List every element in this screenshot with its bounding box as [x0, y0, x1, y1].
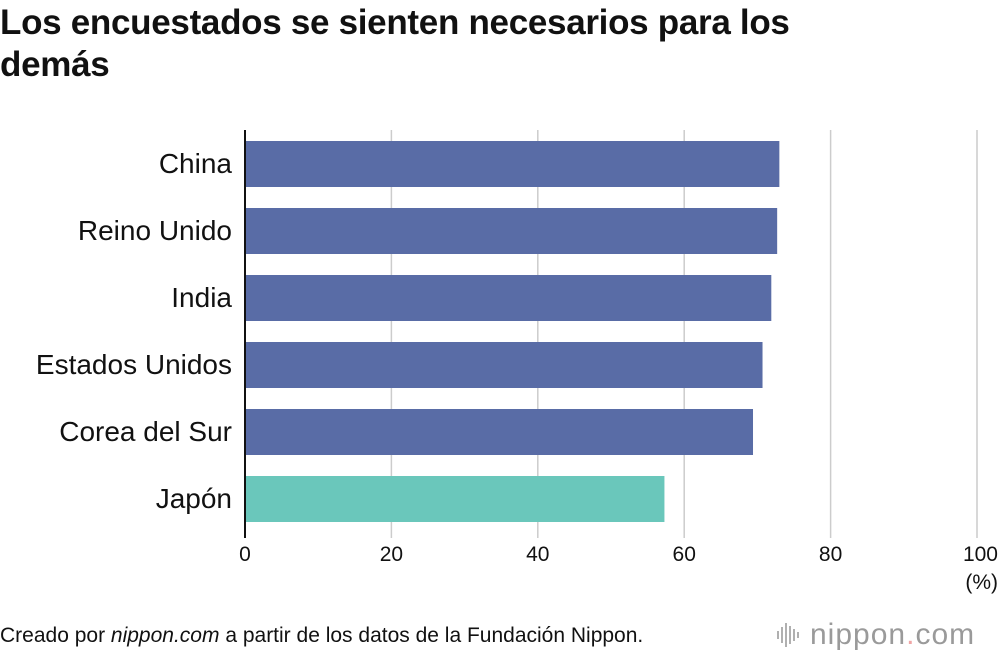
nippon-logo: nippon.com: [776, 618, 975, 652]
x-tick-label: 80: [819, 543, 842, 566]
logo-wordmark: nippon.com: [810, 618, 975, 652]
bar-china: [245, 141, 780, 187]
chart-title: Los encuestados se sienten necesarios pa…: [0, 3, 790, 84]
category-labels: China Reino Unido India Estados Unidos Corea…: [36, 148, 233, 514]
bar-estados-unidos: [245, 342, 763, 388]
category-label-corea-del-sur: Corea del Sur: [59, 416, 232, 447]
source-suffix: a partir de los datos de la Fundación Ni…: [219, 624, 644, 647]
bar-japon: [245, 476, 665, 522]
logo-name: nippon: [810, 618, 907, 651]
gridlines: [390, 130, 978, 538]
x-axis-unit-label: (%): [965, 571, 998, 594]
category-label-india: India: [171, 282, 232, 313]
x-tick-label: 40: [526, 543, 549, 566]
category-label-estados-unidos: Estados Unidos: [36, 349, 232, 380]
x-tick-label: 60: [673, 543, 696, 566]
source-prefix: Creado por: [0, 624, 111, 647]
bar-corea-del-sur: [245, 409, 754, 455]
bar-chart: China Reino Unido India Estados Unidos Corea…: [36, 130, 998, 594]
x-tick-label: 100: [963, 543, 998, 566]
source-link-text: nippon.com: [110, 624, 220, 647]
x-tick-label: 0: [239, 543, 251, 566]
category-label-china: China: [159, 148, 233, 179]
logo-dot: .: [906, 618, 916, 651]
bar-reino-unido: [245, 208, 778, 254]
x-tick-labels: 0 20 40 60 80 100: [239, 543, 998, 566]
category-label-japon: Japón: [156, 483, 232, 514]
bar-india: [245, 275, 772, 321]
category-label-reino-unido: Reino Unido: [78, 215, 232, 246]
sound-wave-icon: [777, 623, 799, 647]
bars: [245, 141, 780, 522]
logo-tld: com: [915, 618, 976, 651]
source-note: Creado por nippon.com a partir de los da…: [0, 622, 770, 650]
x-tick-label: 20: [380, 543, 403, 566]
